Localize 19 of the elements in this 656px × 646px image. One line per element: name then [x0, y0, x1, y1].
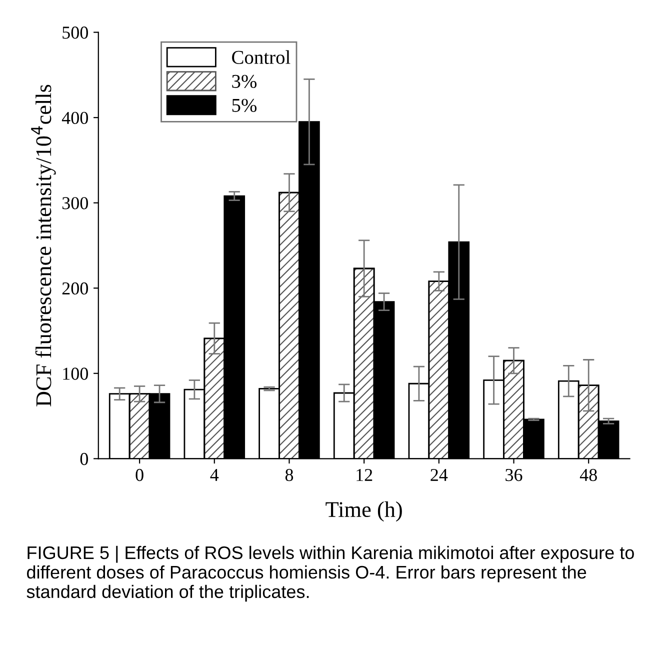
x-tick-label: 8	[285, 468, 294, 482]
x-tick-label: 36	[506, 468, 522, 482]
caption: FIGURE 5 | Effects of ROS levels within Karenia mikimotoi after exposure to different doses of Paracoccus homiensis O-4. Error bars represent the standard deviation of the triplicates.	[26, 546, 634, 602]
legend-label: Control	[232, 50, 290, 64]
y-tick-label: 400	[62, 112, 88, 124]
y-tick-label: 200	[62, 282, 88, 295]
y-tick-label: 500	[62, 26, 88, 39]
y-tick-label: 300	[62, 197, 88, 210]
x-tick-label: 24	[430, 468, 448, 481]
x-tick-label: 12	[356, 468, 372, 481]
x-tick-label: 4	[210, 469, 219, 481]
x-tick-label: 48	[580, 468, 597, 482]
y-tick-label: 100	[63, 368, 88, 380]
legend-label: 3%	[232, 74, 257, 88]
x-axis-title: Time (h)	[326, 501, 402, 522]
y-axis-title: DCF fluorescence intensity/10$^{4}$cells	[31, 84, 56, 406]
y-tick-label: 0	[80, 452, 88, 466]
x-tick-label: 0	[136, 468, 144, 482]
legend-label: 5%	[232, 98, 257, 112]
